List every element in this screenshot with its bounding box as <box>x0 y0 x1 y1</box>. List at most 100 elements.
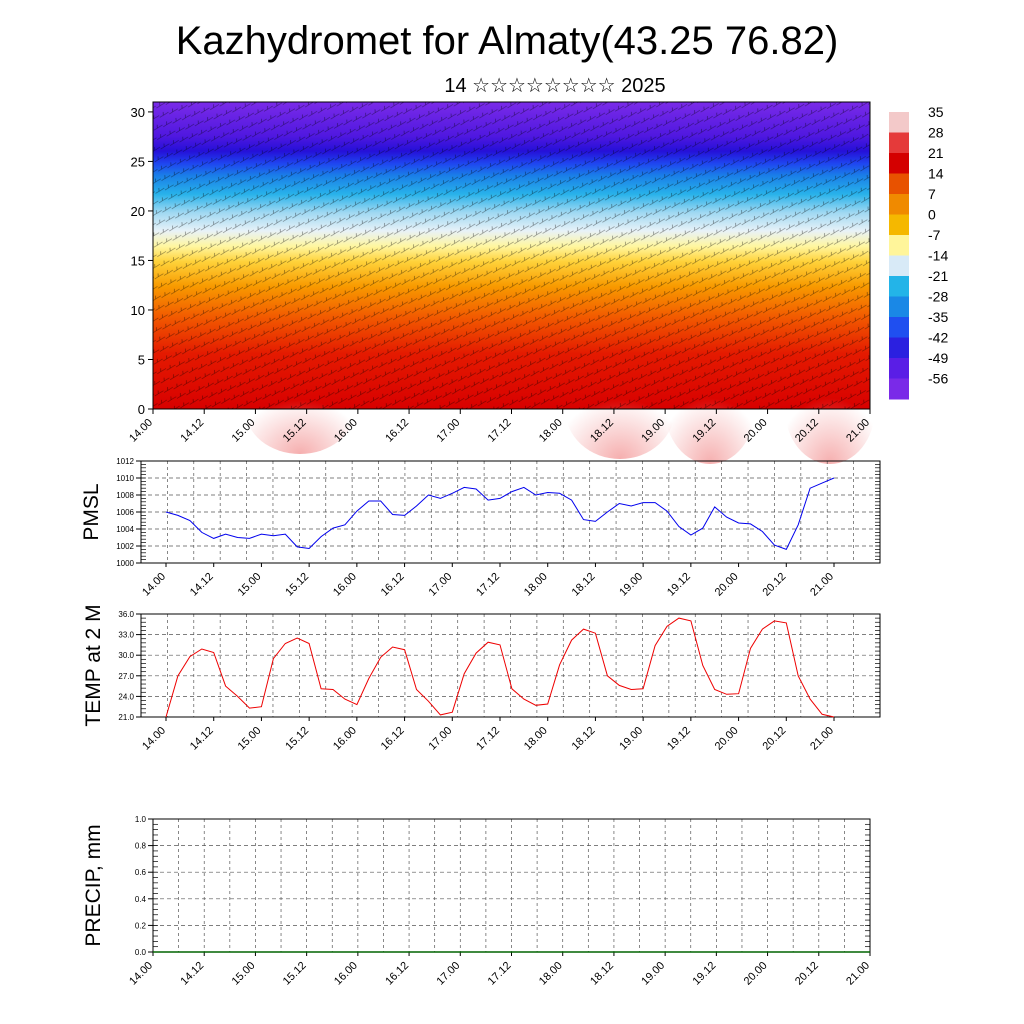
y-axis-label: PMSL <box>80 483 103 540</box>
chart-title: Kazhydromet for Almaty(43.25 76.82) <box>176 19 839 63</box>
x-tick-label: 14.12 <box>178 960 206 988</box>
x-tick-label: 16.00 <box>331 571 359 599</box>
precip-panel: 0.0 0.2 0.4 0.6 0.8 1.0 14.00 14.12 15.00 15.12 16… <box>82 815 872 988</box>
colorbar-label: -14 <box>928 248 948 264</box>
colorbar-label: 14 <box>928 166 944 182</box>
wind-barbs-field <box>153 102 870 409</box>
x-tick-label: 19.12 <box>665 725 693 753</box>
colorbar-swatch <box>889 358 909 379</box>
colorbar-label: 21 <box>928 145 944 161</box>
x-tick-label: 17.12 <box>486 960 514 988</box>
series-line <box>165 477 835 551</box>
y-tick-label: 0 <box>138 402 145 417</box>
x-tick-label: 15.12 <box>281 960 309 988</box>
y-tick-label: 20 <box>131 204 145 219</box>
y-tick-label: 0.2 <box>135 921 147 930</box>
series-line <box>165 617 835 718</box>
y-tick-label: 36.0 <box>118 610 134 619</box>
colorbar-swatch <box>889 255 909 277</box>
colorbar-swatch <box>889 337 909 359</box>
y-tick-label: 1002 <box>116 542 134 551</box>
y-tick-label: 15 <box>131 253 145 268</box>
x-tick-label: 18.00 <box>522 571 550 599</box>
x-tick-label: 20.00 <box>713 571 741 599</box>
x-tick-label: 16.12 <box>379 571 407 599</box>
x-tick-label: 17.00 <box>434 417 462 445</box>
colorbar-label: 28 <box>928 125 944 141</box>
x-tick-label: 18.00 <box>537 960 565 988</box>
y-tick-label: 33.0 <box>118 631 134 640</box>
colorbar: 35 28 21 14 7 0 -7 -14 -21 -28 -35 -42 -49 -56 <box>889 104 948 400</box>
x-tick-label: 15.00 <box>230 960 258 988</box>
x-tick-label: 14.00 <box>127 417 155 445</box>
x-tick-label: 18.00 <box>522 725 550 753</box>
colorbar-label: -49 <box>928 350 948 366</box>
x-tick-label: 20.00 <box>742 960 770 988</box>
y-tick-label: 1010 <box>116 474 134 483</box>
y-tick-label: 0.6 <box>135 868 147 877</box>
colorbar-swatch <box>889 214 909 236</box>
y-tick-label: 1006 <box>116 508 134 517</box>
y-tick-label: 1004 <box>116 525 134 534</box>
y-tick-label: 30.0 <box>118 651 134 660</box>
chart-subtitle: 14 ☆☆☆☆☆☆☆☆ 2025 <box>444 75 665 97</box>
colorbar-swatch <box>889 173 909 195</box>
y-tick-label: 1.0 <box>135 815 147 824</box>
colorbar-label: 7 <box>928 186 936 202</box>
x-tick-label: 15.00 <box>236 571 264 599</box>
x-tick-label: 16.00 <box>331 725 359 753</box>
y-tick-label: 25 <box>131 154 145 169</box>
colorbar-swatch <box>889 296 909 318</box>
x-tick-label: 14.00 <box>140 725 168 753</box>
x-tick-label: 19.00 <box>617 571 645 599</box>
y-tick-label: 0.0 <box>135 948 147 957</box>
colorbar-label: -42 <box>928 330 948 346</box>
y-tick-label: 1012 <box>116 457 134 466</box>
colorbar-label: -56 <box>928 371 948 387</box>
y-tick-label: 5 <box>138 352 145 367</box>
colorbar-label: -21 <box>928 268 948 284</box>
colorbar-label: 35 <box>928 104 944 120</box>
x-tick-label: 20.12 <box>760 571 788 599</box>
x-tick-label: 15.12 <box>283 571 311 599</box>
x-tick-label: 14.00 <box>140 571 168 599</box>
x-tick-label: 16.12 <box>383 417 411 445</box>
x-tick-label: 17.00 <box>426 725 454 753</box>
y-tick-label: 1000 <box>116 559 134 568</box>
x-tick-label: 16.12 <box>379 725 407 753</box>
x-tick-label: 19.00 <box>617 725 645 753</box>
y-tick-label: 21.0 <box>118 713 134 722</box>
x-tick-label: 14.12 <box>188 725 216 753</box>
colorbar-swatch <box>889 132 909 154</box>
pmsl-panel: 1000 1002 1004 1006 1008 1010 1012 14.00 14.12 15… <box>80 457 881 599</box>
x-tick-label: 17.00 <box>434 960 462 988</box>
colorbar-label: -28 <box>928 289 948 305</box>
x-tick-label: 17.12 <box>474 725 502 753</box>
x-tick-label: 18.12 <box>588 960 616 988</box>
x-tick-label: 20.12 <box>760 725 788 753</box>
y-tick-label: 0.4 <box>135 895 147 904</box>
colorbar-swatch <box>889 194 909 215</box>
y-tick-label: 1008 <box>116 491 134 500</box>
colorbar-swatch <box>889 317 909 338</box>
x-tick-label: 21.00 <box>844 960 872 988</box>
x-tick-label: 17.12 <box>486 417 514 445</box>
colorbar-label: 0 <box>928 207 936 223</box>
x-tick-label: 17.12 <box>474 571 502 599</box>
y-tick-label: 30 <box>131 105 145 120</box>
x-tick-label: 21.00 <box>808 571 836 599</box>
temp-panel: 21.0 24.0 27.0 30.0 33.0 36.0 14.00 14.12 15.00 1… <box>82 604 881 753</box>
x-tick-label: 21.00 <box>808 725 836 753</box>
y-axis-label: PRECIP, mm <box>82 824 105 946</box>
x-tick-label: 14.00 <box>127 960 155 988</box>
y-tick-label: 24.0 <box>118 692 134 701</box>
colorbar-swatch <box>889 378 909 400</box>
colorbar-swatch <box>889 153 909 174</box>
x-tick-label: 18.12 <box>570 725 598 753</box>
x-tick-label: 18.12 <box>570 571 598 599</box>
x-tick-label: 14.12 <box>188 571 216 599</box>
x-tick-label: 15.00 <box>236 725 264 753</box>
x-tick-label: 14.12 <box>178 417 206 445</box>
x-tick-label: 20.12 <box>793 960 821 988</box>
